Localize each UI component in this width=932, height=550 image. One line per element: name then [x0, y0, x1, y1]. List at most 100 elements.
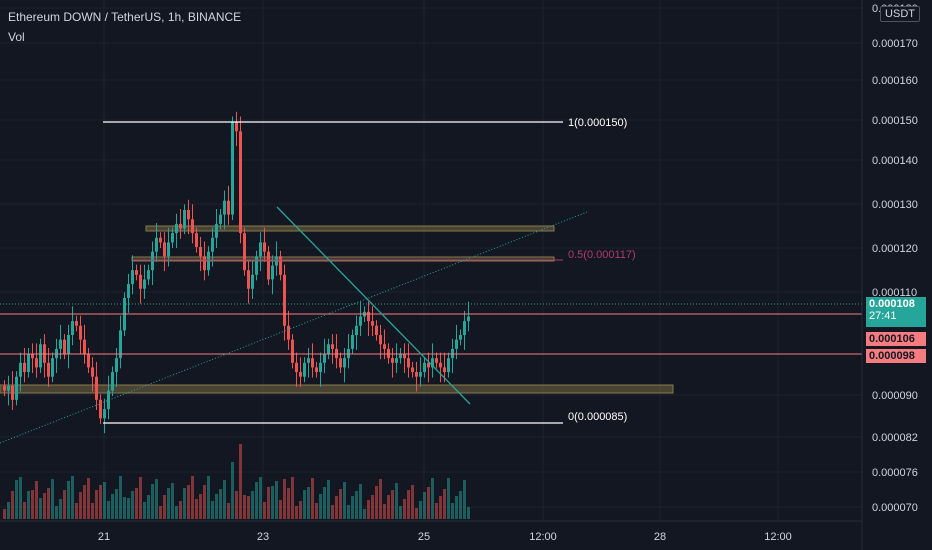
volume-bar [439, 496, 442, 519]
volume-bar [63, 490, 66, 519]
candle-body [275, 256, 278, 266]
candle-body [351, 335, 354, 349]
volume-bar [75, 503, 78, 519]
candle-body [215, 223, 218, 238]
candle-body [359, 316, 362, 326]
volume-bar [407, 490, 410, 519]
candle-body [239, 131, 242, 234]
volume-bar [227, 503, 230, 519]
volume-bar [175, 506, 178, 519]
volume-bar [55, 506, 58, 519]
candle-body [151, 251, 154, 271]
volume-bar [143, 502, 146, 519]
volume-bar [347, 505, 350, 519]
volume-bar [43, 493, 46, 519]
candle-body [67, 335, 70, 354]
volume-bar [91, 503, 94, 519]
candle-body [367, 311, 370, 322]
candle-countdown: 27:41 [869, 310, 897, 322]
candle-body [127, 284, 130, 298]
candle-body [91, 367, 94, 377]
volume-bar [67, 481, 70, 519]
level-tag-1: 0.000106 [866, 332, 926, 346]
volume-bar [107, 501, 110, 519]
volume-bar [279, 500, 282, 519]
volume-legend: Vol [8, 30, 25, 44]
volume-bar [447, 478, 450, 519]
volume-bar [19, 477, 22, 519]
volume-bar [431, 478, 434, 519]
candle-body [315, 367, 318, 373]
volume-bar [307, 487, 310, 519]
volume-bar [319, 494, 322, 519]
volume-bar [83, 485, 86, 519]
volume-bars [3, 444, 470, 519]
fib-label-top: 1(0.000150) [568, 117, 627, 129]
candle-body [407, 358, 410, 368]
candle-body [19, 362, 22, 377]
candle-body [147, 270, 150, 280]
volume-bar [267, 487, 270, 519]
volume-bar [231, 462, 234, 519]
volume-bar [203, 485, 206, 519]
volume-bar [251, 491, 254, 519]
volume-bar [51, 479, 54, 519]
volume-bar [115, 489, 118, 519]
volume-bar [463, 480, 466, 519]
volume-bar [147, 495, 150, 519]
volume-bar [323, 487, 326, 519]
candle-body [231, 122, 234, 215]
candle-body [323, 353, 326, 363]
candle-body [75, 321, 78, 326]
volume-bar [155, 479, 158, 519]
candle-body [327, 344, 330, 354]
candle-body [271, 265, 274, 280]
candle-body [227, 200, 230, 215]
volume-bar [303, 490, 306, 519]
candle-body [59, 339, 62, 349]
volume-bar [27, 491, 30, 519]
candle-body [439, 362, 442, 368]
candle-body [99, 399, 102, 419]
price-tick-label: 0.000090 [872, 390, 918, 402]
candle-body [391, 358, 394, 363]
volume-bar [419, 501, 422, 519]
candle-body [159, 237, 162, 243]
candle-body [119, 330, 122, 359]
candle-body [63, 339, 66, 354]
volume-bar [299, 501, 302, 519]
volume-bar [139, 477, 142, 519]
volume-bar [167, 488, 170, 519]
volume-bar [123, 497, 126, 519]
candle-body [287, 325, 290, 340]
volume-bar [7, 502, 10, 519]
time-axis[interactable]: 21 23 25 12:00 28 12:00 [98, 531, 792, 543]
volume-bar [283, 479, 286, 519]
volume-bar [395, 483, 398, 519]
candle-body [243, 233, 246, 271]
candle-body [459, 335, 462, 340]
candle-body [375, 325, 378, 336]
candle-body [95, 376, 98, 400]
volume-bar [191, 476, 194, 519]
price-axis[interactable]: 0.0001800.0001700.0001600.0001500.000140… [872, 3, 918, 514]
candle-body [419, 372, 422, 377]
candle-body [163, 242, 166, 257]
overlays [0, 121, 862, 444]
candle-body [175, 223, 178, 234]
volume-bar [379, 479, 382, 519]
candle-body [467, 316, 470, 322]
candle-body [195, 233, 198, 248]
currency-badge[interactable]: USDT [880, 6, 920, 22]
volume-bar [207, 476, 210, 519]
volume-bar [271, 486, 274, 519]
candle-body [7, 385, 10, 391]
candle-body [447, 358, 450, 373]
candle-body [411, 367, 414, 373]
volume-bar [235, 491, 238, 519]
volume-bar [355, 491, 358, 519]
volume-bar [367, 500, 370, 519]
volume-bar [315, 503, 318, 519]
volume-bar [87, 478, 90, 519]
